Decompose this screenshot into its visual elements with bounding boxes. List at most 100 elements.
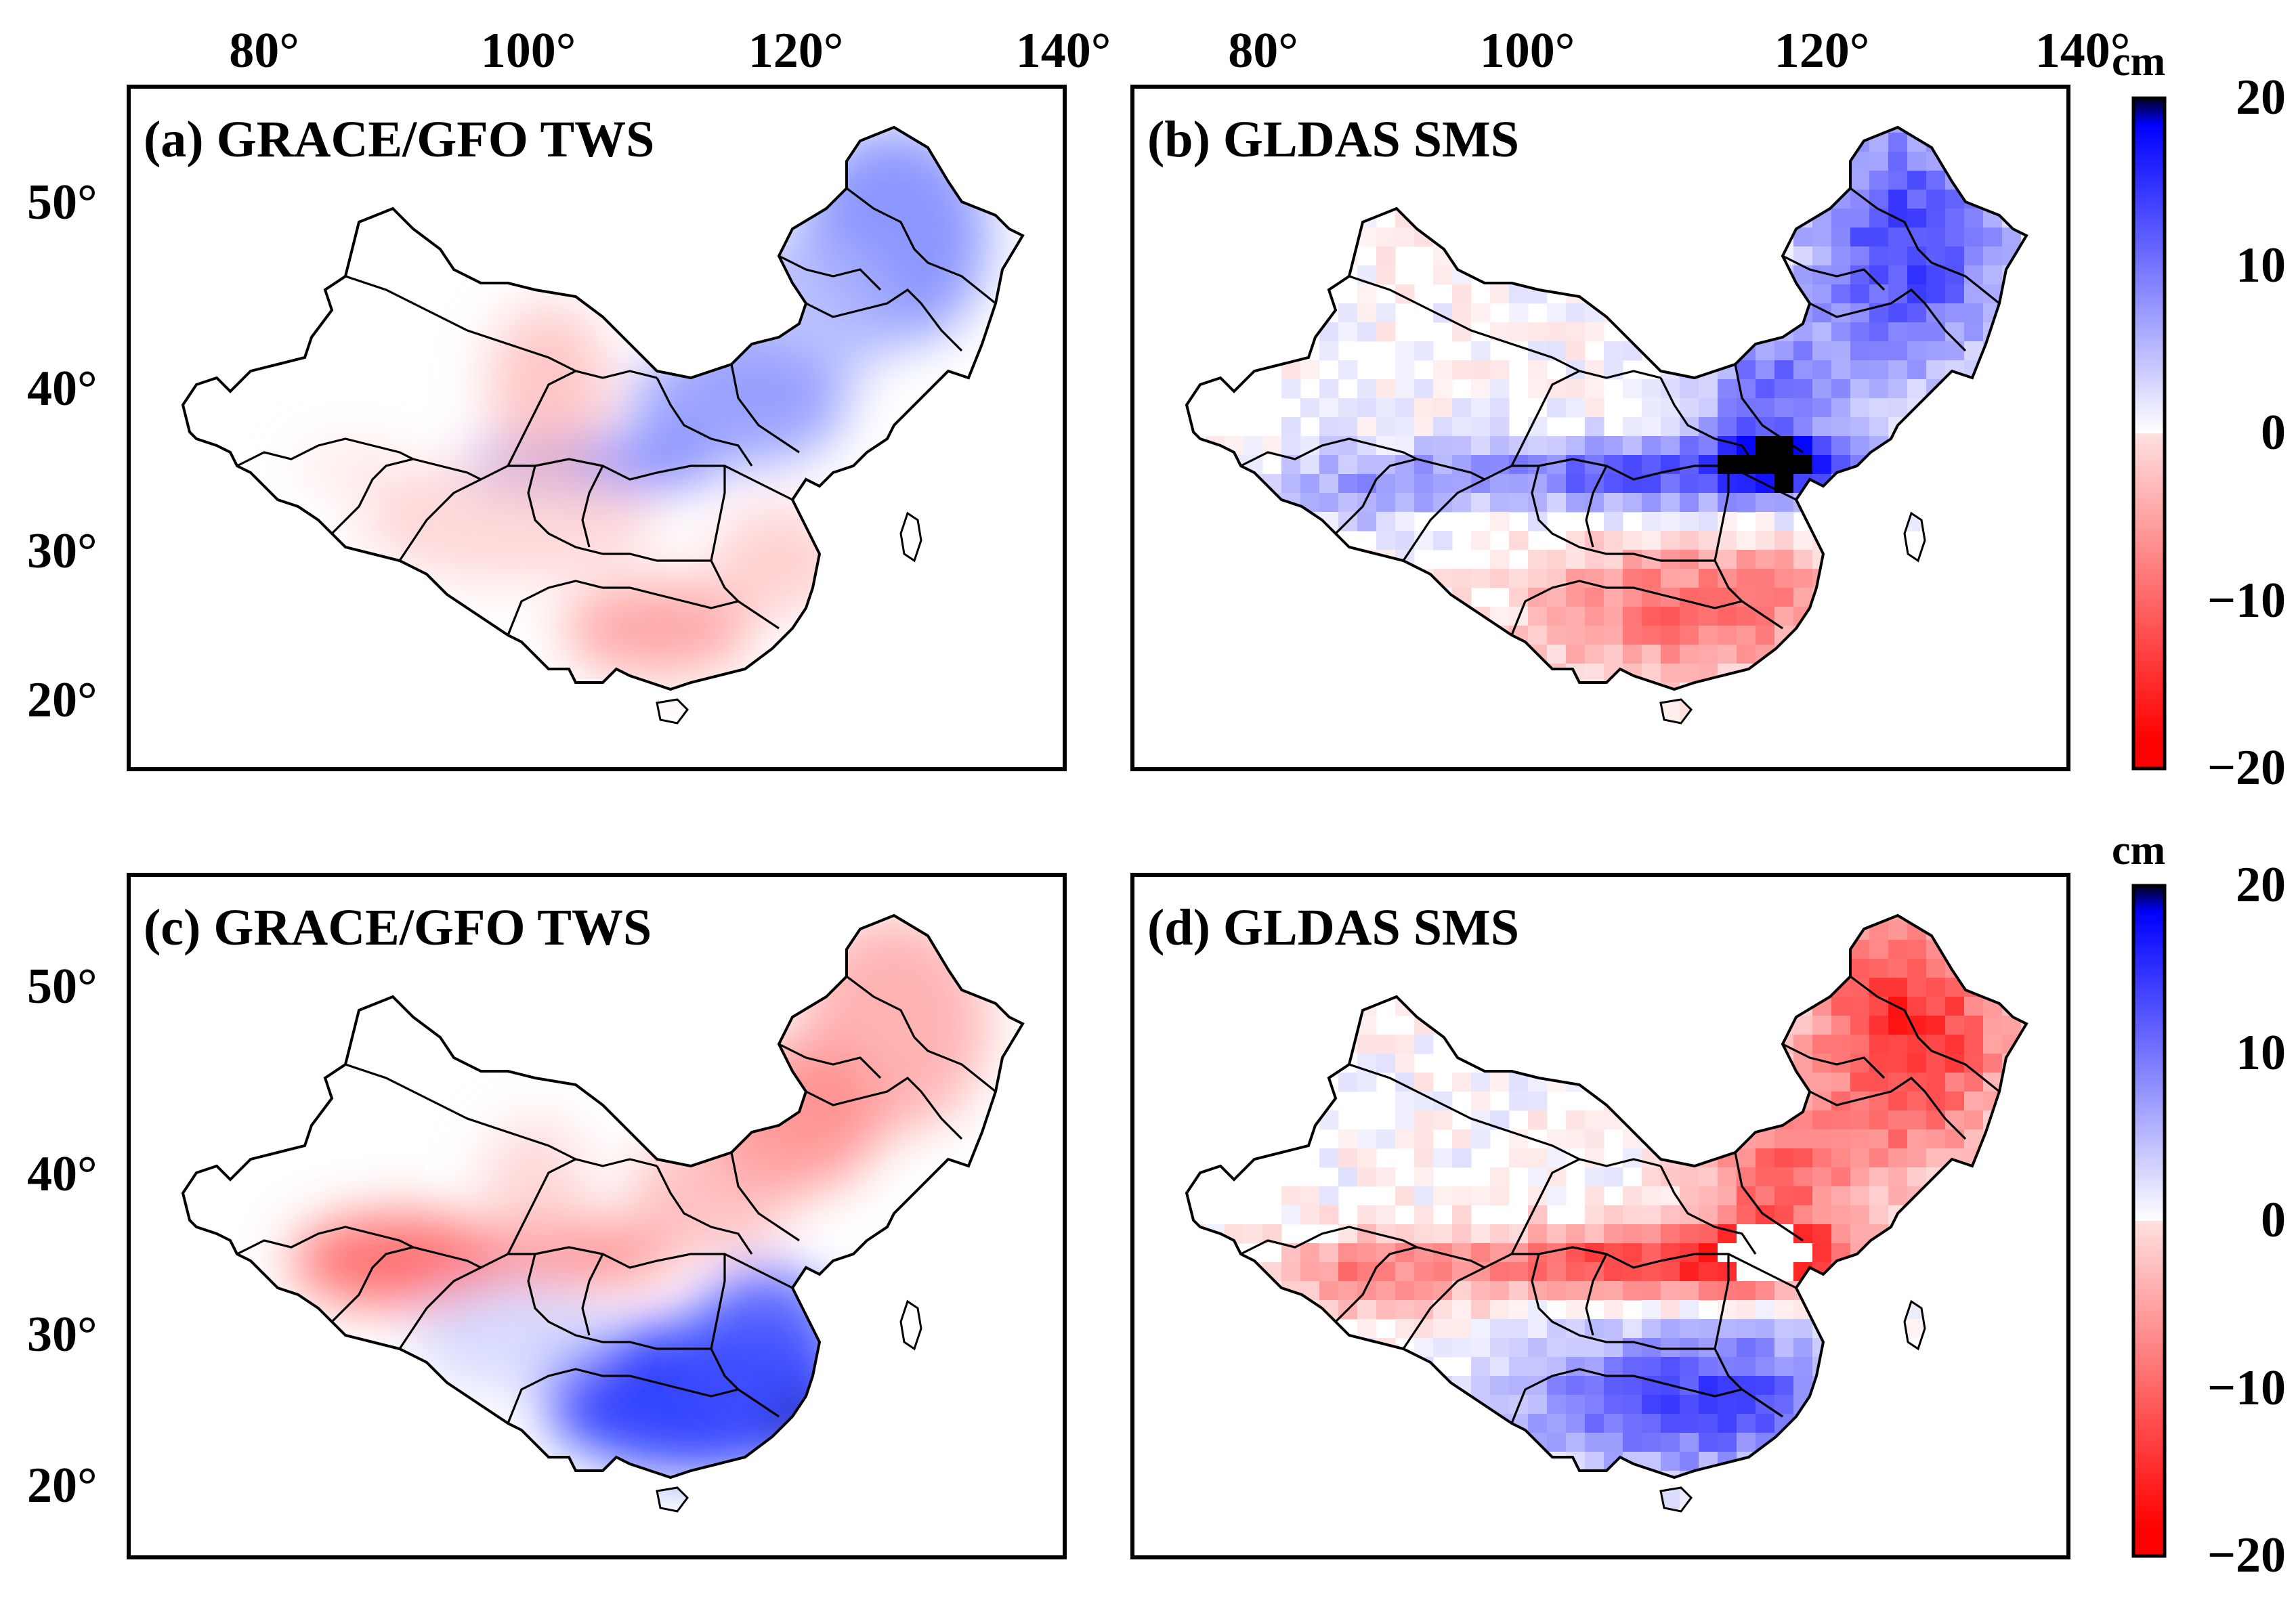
lat-tick-label: 30° [27,523,98,579]
grid-cell [1225,683,1244,702]
grid-cell [1945,1016,1965,1035]
grid-cell [1793,664,1813,683]
grid-cell [1831,417,1851,437]
grid-cell [1756,550,1775,569]
grid-cell [1718,1186,1737,1206]
lon-tick-label: 120° [748,23,844,79]
grid-cell [1793,683,1813,702]
basin-border [656,1165,753,1255]
grid-cell [1680,1186,1699,1206]
grid-cell [1547,228,1567,247]
basin-border [1531,465,1715,562]
basin-border [1334,1246,1485,1323]
grid-cell [1225,645,1244,664]
grid-cell [1869,978,1889,997]
grid-cell [1888,1129,1908,1149]
grid-cell [1926,978,1946,997]
grid-cell [1433,1376,1453,1396]
grid-cell [1869,1490,1889,1509]
grid-cell [1471,1433,1491,1452]
grid-cell [1585,379,1604,399]
grid-cell [1585,645,1604,664]
grid-cell [1737,360,1756,380]
grid-cell [1604,997,1623,1016]
grid-cell [1528,1281,1548,1301]
grid-cell [1699,1357,1718,1377]
grid-cell [1376,417,1396,437]
grid-cell [1737,228,1756,247]
grid-cell [1793,341,1813,361]
grid-cell [1983,1224,2003,1244]
grid-cell [1945,322,1965,342]
grid-cell [1831,997,1851,1016]
grid-cell [1945,645,1965,664]
grid-cell [1718,1129,1737,1149]
grid-cell [1319,1243,1339,1263]
grid-cell [1869,152,1889,171]
grid-cell [1699,1243,1718,1263]
grid-cell [1869,1148,1889,1168]
grid-cell [1395,341,1415,361]
grid-cell [1812,1395,1832,1415]
grid-cell [1623,550,1642,569]
basin-border [710,466,780,630]
grid-cell [1869,569,1889,588]
grid-cell [1566,171,1586,190]
grid-cell [1907,127,1927,133]
grid-cell [1452,398,1472,418]
grid-cell [2021,1035,2026,1054]
grid-cell [1547,1414,1567,1433]
grid-cell [1414,474,1434,494]
grid-cell [1604,1243,1623,1263]
grid-cell [1945,209,1965,228]
grid-cell [1471,1243,1491,1263]
grid-cell [1452,997,1472,1016]
grid-cell [1774,284,1794,304]
grid-cell [1888,455,1908,475]
grid-cell [1850,1110,1870,1130]
grid-cell [1983,1395,2003,1415]
grid-cell [1888,493,1908,513]
grid-cell [1319,1490,1339,1509]
grid-cell [1338,1338,1358,1358]
basin-border [1510,370,1661,467]
grid-cell [1907,1092,1927,1111]
grid-cell [1338,1452,1358,1471]
grid-cell [1888,1035,1908,1054]
grid-cell [1793,1338,1813,1358]
grid-cell [1945,978,1965,997]
basin-border [846,187,996,305]
grid-cell [1338,190,1358,209]
grid-cell [1471,1016,1491,1035]
grid-cell [1414,379,1434,399]
grid-cell [1926,626,1946,645]
grid-cell [1964,1092,1984,1111]
grid-cell [1680,569,1699,588]
grid-cell [1756,683,1775,702]
grid-cell [1756,1092,1775,1111]
grid-cell [1737,398,1756,418]
grid-cell [1225,569,1244,588]
grid-cell [1528,1262,1548,1282]
grid-cell [1680,1357,1699,1377]
grid-cell [1888,645,1908,664]
grid-cell [1737,1300,1756,1320]
basin-border [1714,1254,1783,1418]
grid-cell [1926,209,1946,228]
grid-cell [1756,1148,1775,1168]
grid-cell [1793,322,1813,342]
grid-cell [1983,1471,2003,1490]
grid-cell [1376,512,1396,532]
grid-cell [1661,1110,1680,1130]
grid-cell [1926,265,1946,285]
grid-cell [1964,1471,1984,1490]
grid-cell [1850,493,1870,513]
grid-cell [1869,322,1889,342]
grid-cell [1281,417,1301,437]
grid-cell [1281,1395,1301,1415]
grid-cell [1756,1300,1775,1320]
lat-tick-label: 40° [27,1146,98,1202]
grid-cell [1414,1035,1434,1054]
grid-cell [1281,1433,1301,1452]
grid-cell [1850,1129,1870,1149]
